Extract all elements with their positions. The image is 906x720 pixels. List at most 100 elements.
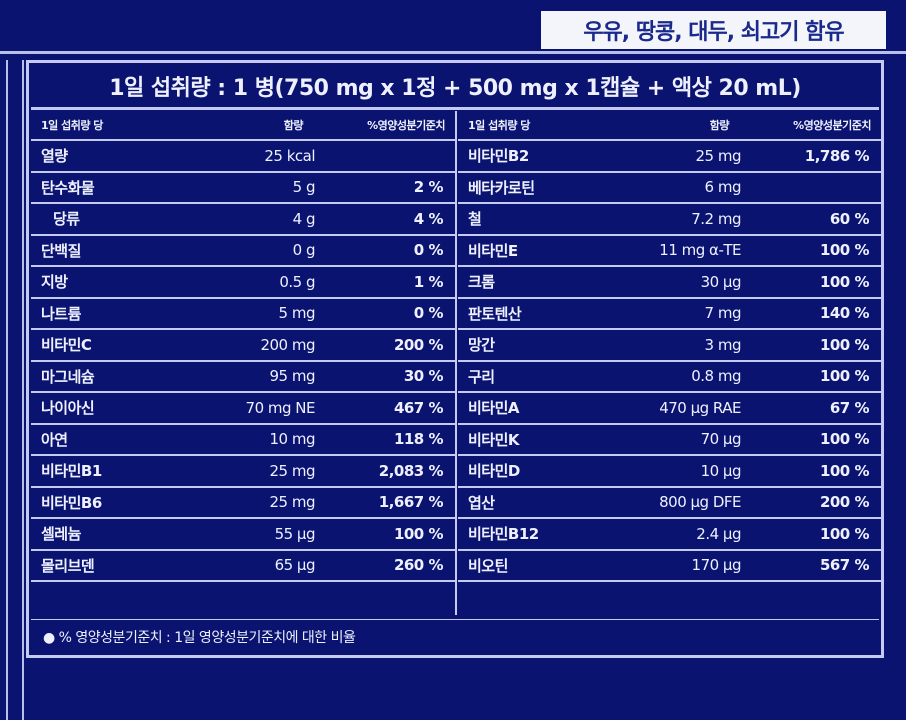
nutrient-name: 나트륨	[41, 304, 81, 323]
nutrient-name: 셀레늄	[41, 525, 81, 544]
nutrient-amount: 25 mg	[695, 146, 742, 165]
table-row: 비타민B2 25 mg 1,786 %	[458, 141, 881, 173]
table-row: 단백질 0 g 0 %	[31, 236, 455, 267]
nutrient-name: 비타민C	[41, 336, 92, 355]
nutrient-name: 망간	[468, 336, 495, 355]
footnote: ● % 영양성분기준치 : 1일 영양성분기준치에 대한 비율	[31, 619, 879, 654]
nutrient-name: 열량	[41, 147, 68, 166]
nutrient-name: 비타민B6	[41, 493, 102, 512]
nutrient-name: 철	[468, 210, 482, 229]
nutrient-name: 비타민B12	[468, 525, 539, 544]
header-row: 1일 섭취량 당 함량 %영양성분기준치	[31, 111, 455, 141]
nutrient-percent: 200 %	[393, 335, 444, 354]
nutrient-percent: 200 %	[819, 493, 870, 512]
table-row: 당류 4 g 4 %	[31, 204, 455, 236]
table-row: 비타민E 11 mg α-TE 100 %	[458, 236, 881, 267]
left-column: 1일 섭취량 당 함량 %영양성분기준치 열량 25 kcal 탄수화물 5 g 2 % 당류 4…	[31, 111, 455, 582]
nutrient-percent: 100 %	[819, 461, 870, 480]
nutrient-amount: 10 μg	[700, 461, 742, 480]
nutrient-amount: 55 μg	[274, 524, 316, 543]
table-row: 나트륨 5 mg 0 %	[31, 299, 455, 330]
nutrient-amount: 30 μg	[700, 272, 742, 291]
nutrient-name: 탄수화물	[41, 178, 95, 197]
table-row: 지방 0.5 g 1 %	[31, 267, 455, 299]
nutrient-name: 마그네슘	[41, 367, 95, 386]
column-divider	[455, 111, 457, 615]
table-row: 셀레늄 55 μg 100 %	[31, 519, 455, 551]
nutrient-amount: 25 mg	[269, 493, 316, 512]
table-row: 철 7.2 mg 60 %	[458, 204, 881, 236]
nutrient-percent: 467 %	[393, 398, 444, 417]
nutrient-amount: 4 g	[292, 209, 316, 228]
table-row: 비타민A 470 μg RAE 67 %	[458, 393, 881, 425]
nutrient-percent: 1 %	[413, 272, 444, 291]
nutrient-percent: 2,083 %	[378, 461, 444, 480]
nutrient-amount: 70 μg	[700, 430, 742, 449]
nutrient-amount: 65 μg	[274, 556, 316, 575]
nutrient-percent: 60 %	[829, 209, 870, 228]
nutrient-amount: 800 μg DFE	[659, 493, 741, 512]
table-row: 탄수화물 5 g 2 %	[31, 173, 455, 204]
header-name: 1일 섭취량 당	[468, 119, 530, 132]
table-row: 판토텐산 7 mg 140 %	[458, 299, 881, 330]
nutrient-percent: 100 %	[819, 272, 870, 291]
nutrient-name: 베타카로틴	[468, 178, 535, 197]
nutrient-percent: 140 %	[819, 304, 870, 323]
nutrient-amount: 470 μg RAE	[659, 398, 741, 417]
nutrient-name: 비타민K	[468, 430, 520, 449]
nutrition-facts-table: 1일 섭취량 : 1 병(750 mg x 1정 + 500 mg x 1캡슐 …	[26, 60, 884, 658]
nutrient-amount: 25 kcal	[264, 146, 315, 165]
nutrient-name: 구리	[468, 367, 495, 386]
side-panel	[6, 60, 24, 720]
nutrient-amount: 95 mg	[269, 367, 316, 386]
header-percent: %영양성분기준치	[793, 119, 871, 132]
right-column: 1일 섭취량 당 함량 %영양성분기준치 비타민B2 25 mg 1,786 % 베타카로틴…	[458, 111, 881, 582]
nutrient-name: 비타민B1	[41, 462, 102, 481]
nutrient-amount: 5 g	[292, 178, 316, 197]
table-row: 아연 10 mg 118 %	[31, 425, 455, 456]
table-row: 열량 25 kcal	[31, 141, 455, 173]
nutrient-amount: 10 mg	[269, 430, 316, 449]
header-percent: %영양성분기준치	[367, 119, 445, 132]
nutrient-amount: 5 mg	[278, 304, 316, 323]
nutrient-name: 비타민E	[468, 241, 518, 260]
nutrient-percent: 2 %	[413, 178, 444, 197]
nutrient-amount: 0 g	[292, 241, 316, 260]
nutrient-amount: 11 mg α-TE	[659, 241, 741, 260]
table-row: 비타민D 10 μg 100 %	[458, 456, 881, 488]
nutrient-amount: 0.5 g	[279, 272, 315, 291]
nutrient-percent: 118 %	[393, 430, 444, 449]
nutrient-name: 비타민A	[468, 399, 520, 418]
nutrient-percent: 100 %	[819, 241, 870, 260]
table-row: 비타민B6 25 mg 1,667 %	[31, 488, 455, 519]
nutrient-amount: 7 mg	[704, 304, 742, 323]
nutrient-name: 아연	[41, 430, 68, 449]
nutrient-amount: 2.4 μg	[696, 524, 741, 543]
nutrient-name: 크롬	[468, 273, 495, 292]
header-amount: 함량	[709, 119, 730, 132]
table-row: 비타민B1 25 mg 2,083 %	[31, 456, 455, 488]
nutrient-percent: 4 %	[413, 209, 444, 228]
table-row: 크롬 30 μg 100 %	[458, 267, 881, 299]
nutrient-name: 단백질	[41, 241, 81, 260]
nutrient-amount: 200 mg	[260, 335, 315, 354]
table-row: 나이아신 70 mg NE 467 %	[31, 393, 455, 425]
nutrient-percent: 67 %	[829, 398, 870, 417]
table-row: 망간 3 mg 100 %	[458, 330, 881, 362]
nutrient-amount: 70 mg NE	[245, 398, 316, 417]
nutrient-amount: 25 mg	[269, 461, 316, 480]
nutrient-name: 지방	[41, 273, 68, 292]
nutrient-percent: 567 %	[819, 556, 870, 575]
header-name: 1일 섭취량 당	[41, 119, 103, 132]
nutrient-name: 비오틴	[468, 556, 508, 575]
nutrient-percent: 100 %	[819, 430, 870, 449]
table-row: 마그네슘 95 mg 30 %	[31, 362, 455, 393]
nutrient-name: 비타민B2	[468, 147, 529, 166]
nutrient-percent: 1,667 %	[378, 493, 444, 512]
table-row: 베타카로틴 6 mg	[458, 173, 881, 204]
allergen-notice: 우유, 땅콩, 대두, 쇠고기 함유	[541, 11, 886, 49]
table-row: 비타민K 70 μg 100 %	[458, 425, 881, 456]
nutrient-percent: 260 %	[393, 556, 444, 575]
nutrient-amount: 3 mg	[704, 335, 742, 354]
nutrient-name: 나이아신	[41, 399, 95, 418]
